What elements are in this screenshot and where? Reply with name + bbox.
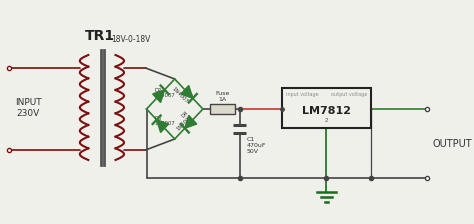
Text: INPUT
230V: INPUT 230V bbox=[15, 98, 42, 118]
Bar bbox=[210, 104, 235, 114]
Text: OUTPUT: OUTPUT bbox=[432, 138, 472, 149]
Polygon shape bbox=[185, 116, 197, 128]
Text: input voltage: input voltage bbox=[285, 92, 318, 97]
Text: Fuse
1A: Fuse 1A bbox=[215, 91, 230, 102]
Text: output voltage: output voltage bbox=[331, 92, 367, 97]
Text: D2
1N4007: D2 1N4007 bbox=[154, 88, 175, 98]
Text: D4
1N4007: D4 1N4007 bbox=[171, 110, 193, 132]
Text: LM7812: LM7812 bbox=[302, 106, 351, 116]
Text: 2: 2 bbox=[325, 118, 328, 123]
Bar bbox=[282, 88, 371, 128]
Text: D1
1N4007: D1 1N4007 bbox=[171, 82, 193, 104]
Polygon shape bbox=[181, 86, 193, 98]
Text: 18V-0-18V: 18V-0-18V bbox=[111, 35, 150, 44]
Text: TR1: TR1 bbox=[84, 29, 115, 43]
Text: D3
1N4007: D3 1N4007 bbox=[154, 116, 175, 126]
Text: C1
470uF
50V: C1 470uF 50V bbox=[247, 137, 266, 154]
Polygon shape bbox=[153, 90, 164, 103]
Polygon shape bbox=[156, 120, 169, 132]
